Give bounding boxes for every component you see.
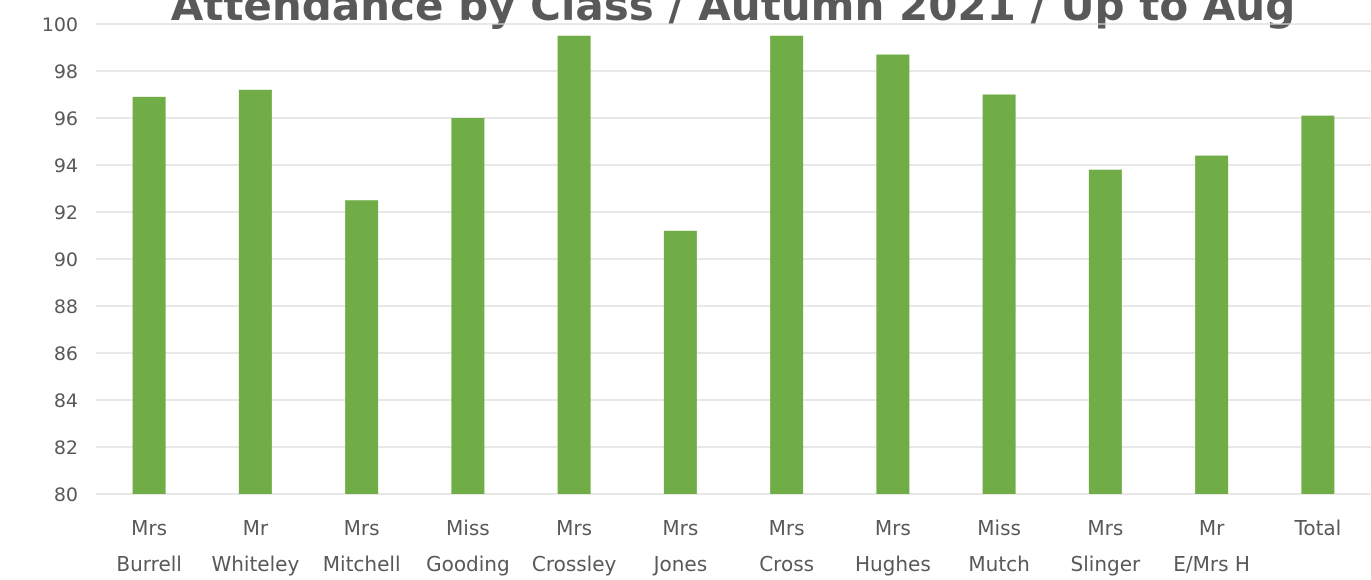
y-tick-label: 94	[54, 155, 78, 177]
x-tick-label-line: Mrs	[344, 516, 380, 540]
x-tick-label-line: Mrs	[875, 516, 911, 540]
x-tick-label-line: Mrs	[556, 516, 592, 540]
x-tick-label-line: Mrs	[1087, 516, 1123, 540]
y-tick-label: 84	[54, 390, 78, 412]
y-tick-label: 86	[54, 343, 78, 365]
bar	[345, 200, 379, 494]
bar	[982, 94, 1016, 494]
x-tick-label-line: Mitchell	[323, 552, 401, 576]
x-tick-label: Mr E/Mrs H	[1173, 516, 1250, 576]
y-tick-label: 82	[54, 437, 78, 459]
y-tick-label: 98	[54, 61, 78, 83]
bar	[451, 118, 485, 494]
y-tick-label: 88	[54, 296, 78, 318]
x-tick-label-line: Hughes	[855, 552, 931, 576]
x-tick-label-line: Miss	[977, 516, 1021, 540]
y-tick-label: 96	[54, 108, 78, 130]
bar	[770, 35, 804, 494]
bar	[1088, 169, 1122, 494]
x-tick-label-line: Cross	[759, 552, 814, 576]
x-tick-label: Mrs Jones	[652, 516, 708, 576]
x-tick-label-line: Mrs	[131, 516, 167, 540]
x-tick-label: Mrs Slinger	[1071, 516, 1141, 576]
x-tick-label-line: Mr	[243, 516, 269, 540]
x-tick-label: Mrs Hughes	[855, 516, 931, 576]
bar	[1301, 115, 1335, 495]
x-tick-label-line: Whiteley	[211, 552, 299, 576]
x-tick-label-line: Mutch	[968, 552, 1029, 576]
x-tick-label-line: Miss	[446, 516, 490, 540]
chart-title: Attendance by Class / Autumn 2021 / Up t…	[171, 0, 1296, 30]
x-tick-label: Mr Whiteley	[211, 516, 299, 576]
x-tick-label: Mrs Burrell	[116, 516, 181, 576]
bar	[132, 96, 166, 494]
x-tick-label: Miss Mutch	[968, 516, 1029, 576]
x-tick-label-line: Total	[1294, 516, 1342, 540]
y-tick-label: 92	[54, 202, 78, 224]
x-tick-label: Mrs Mitchell	[323, 516, 401, 576]
x-tick-label: Mrs Cross	[759, 516, 814, 576]
x-tick-label-line: Mrs	[662, 516, 698, 540]
x-tick-label-line: Mr	[1199, 516, 1225, 540]
x-tick-label: Miss Gooding	[426, 516, 510, 576]
y-tick-label: 80	[54, 484, 78, 506]
x-tick-label-line: Crossley	[532, 552, 617, 576]
bar	[876, 54, 910, 495]
x-tick-label-line: Burrell	[116, 552, 181, 576]
x-tick-label-line: Slinger	[1071, 552, 1141, 576]
x-tick-label-line: Gooding	[426, 552, 510, 576]
y-tick-label: 90	[54, 249, 78, 271]
x-tick-label-line: Jones	[652, 552, 708, 576]
bar	[1195, 155, 1229, 494]
bar	[238, 89, 272, 495]
x-tick-label-line: E/Mrs H	[1173, 552, 1250, 576]
y-tick-label: 100	[42, 14, 78, 36]
bar	[557, 35, 591, 494]
x-tick-label-line: Mrs	[769, 516, 805, 540]
x-tick-label: Mrs Crossley	[532, 516, 617, 576]
bar	[663, 230, 697, 495]
x-tick-label: Total	[1294, 516, 1342, 540]
